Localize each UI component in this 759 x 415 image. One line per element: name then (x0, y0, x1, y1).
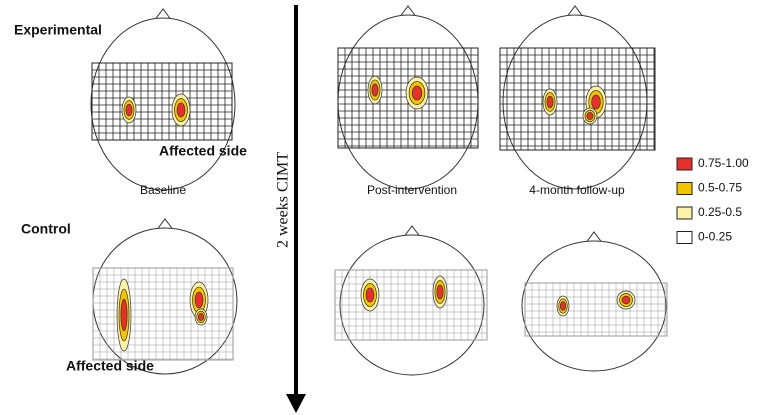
head-map (91, 9, 235, 190)
head (522, 241, 666, 371)
activation-blob (198, 313, 203, 320)
column-label: 4-month follow-up (529, 183, 625, 197)
activation-blob (587, 112, 593, 119)
column-label: Baseline (140, 183, 186, 197)
legend-label: 0-0.25 (698, 230, 732, 244)
legend-label: 0.75-1.00 (698, 156, 749, 170)
row-label: Control (21, 221, 71, 237)
head-map (500, 6, 655, 189)
activation-blob (126, 104, 132, 115)
figure: Experimental Control Affected side Affec… (0, 0, 759, 415)
column-label: Post-intervention (367, 183, 457, 197)
legend-label: 0.5-0.75 (698, 181, 742, 195)
activation-blob (437, 285, 443, 299)
head-map (93, 219, 237, 374)
activation-blob (412, 86, 422, 100)
activation-blob (560, 302, 565, 311)
legend-swatch (677, 158, 692, 170)
head-map (522, 232, 667, 371)
arrow-head (286, 394, 306, 413)
legend-swatch (677, 183, 692, 195)
annotation: Affected side (159, 143, 247, 159)
legend-swatch (677, 207, 692, 219)
activation-blob (121, 299, 127, 331)
activation-blob (592, 95, 601, 109)
activation-blob (366, 288, 374, 302)
arrow-label: 2 weeks CIMT (275, 152, 292, 248)
activation-blob (622, 296, 630, 304)
activation-blob (195, 292, 203, 308)
head-map (335, 226, 487, 375)
activation-blob (372, 84, 378, 96)
head (503, 15, 647, 189)
legend: 0.75-1.00 0.5-0.75 0.25-0.5 0-0.25 (677, 156, 749, 244)
legend-label: 0.25-0.5 (698, 205, 742, 219)
activation-blob (547, 96, 553, 107)
legend-swatch (677, 232, 692, 244)
activation-blob (177, 103, 185, 117)
annotation: Affected side (66, 358, 154, 374)
row-label: Experimental (14, 22, 102, 38)
